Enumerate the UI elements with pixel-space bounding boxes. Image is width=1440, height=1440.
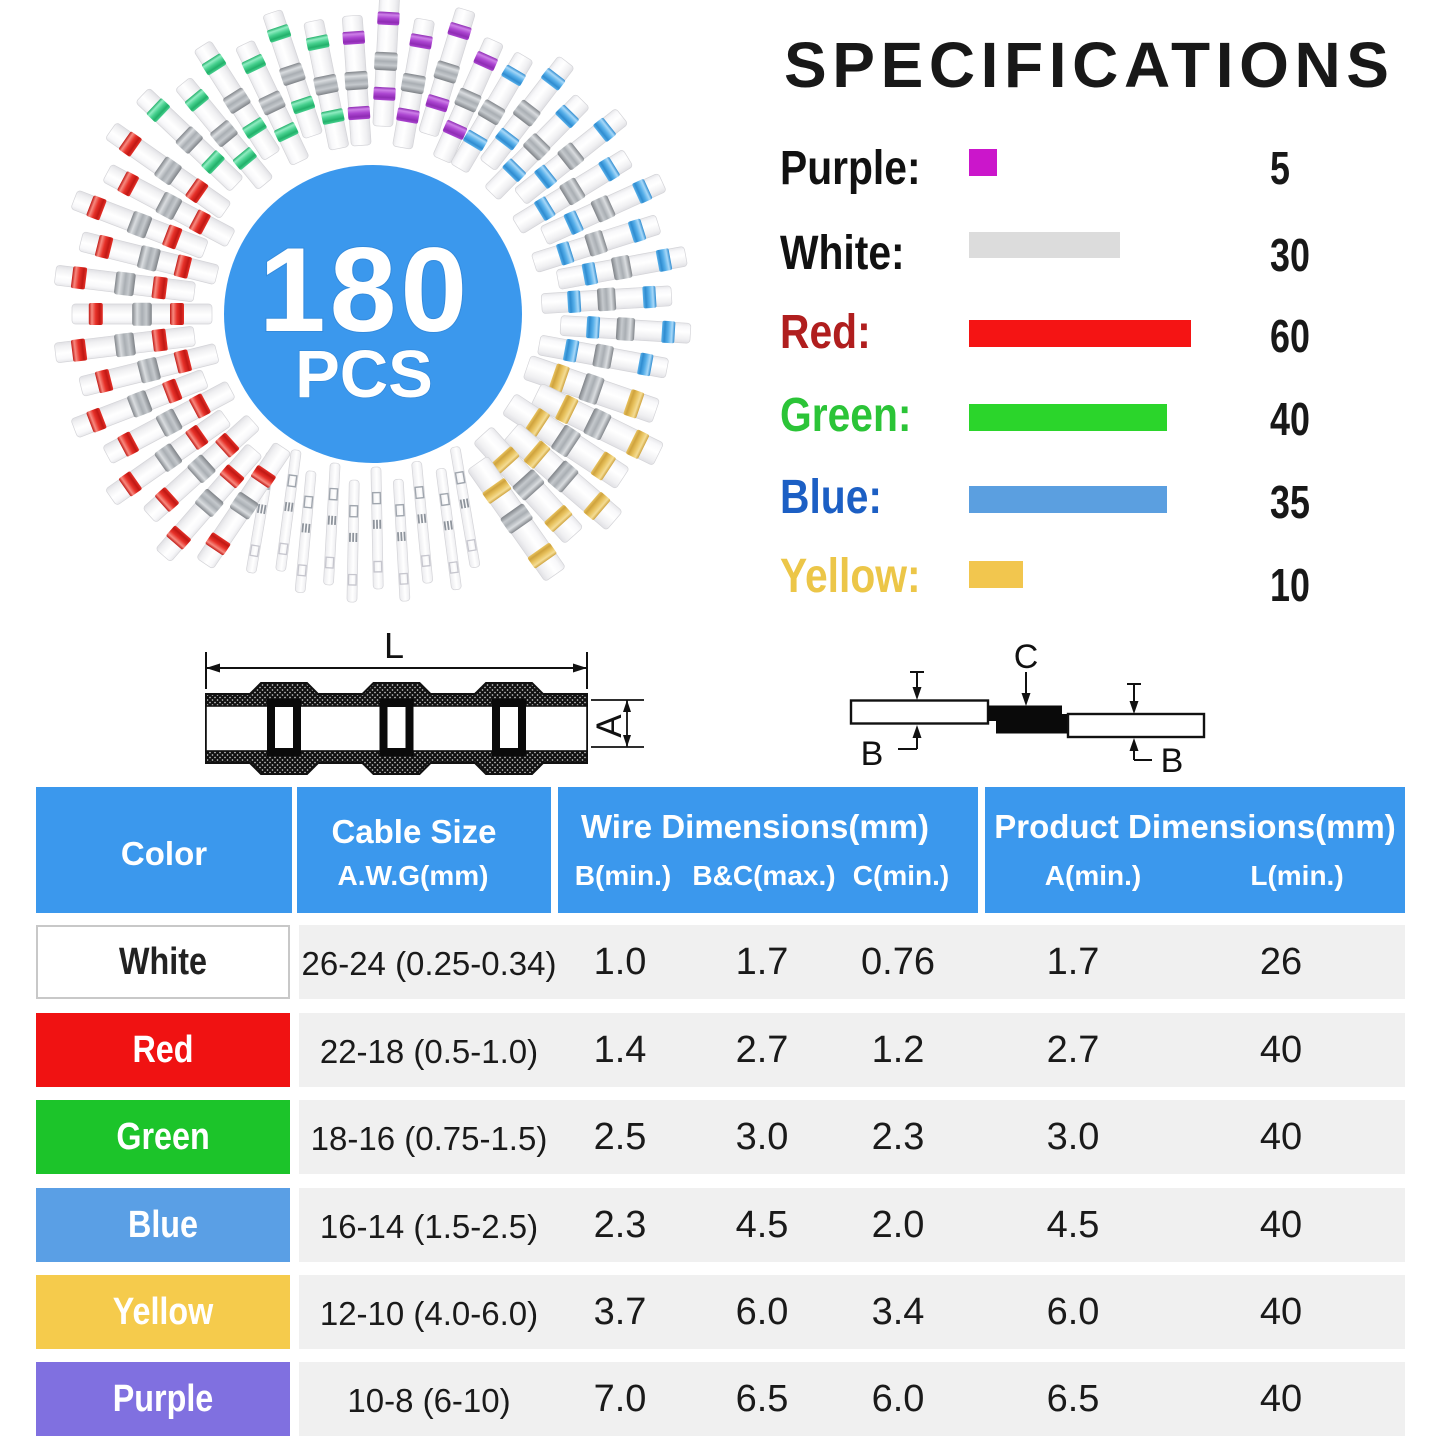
svg-text:L: L: [384, 625, 404, 666]
svg-text:180: 180: [259, 223, 471, 357]
svg-text:A: A: [590, 714, 629, 738]
svg-text:C: C: [1014, 638, 1039, 676]
svg-text:PCS: PCS: [295, 337, 433, 412]
svg-text:B: B: [861, 735, 884, 773]
svg-text:B: B: [1161, 742, 1184, 780]
